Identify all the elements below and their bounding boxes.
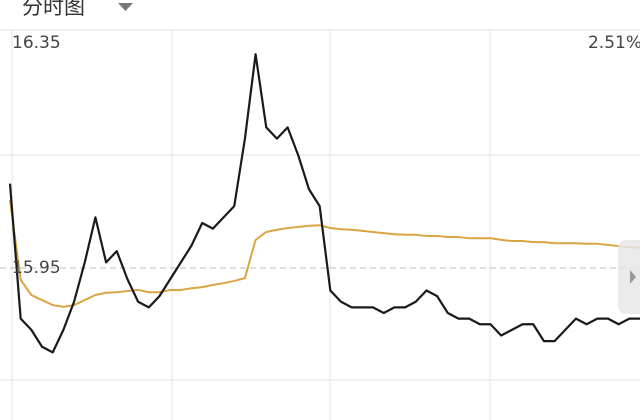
price-line bbox=[9, 199, 640, 308]
y-tick-label: 15.95 bbox=[12, 258, 61, 278]
y-tick-label: 16.35 bbox=[12, 33, 61, 53]
side-tab-arrow bbox=[630, 270, 636, 284]
chart-title: 分时图 bbox=[22, 0, 85, 19]
plot bbox=[0, 53, 640, 354]
price-line bbox=[8, 53, 640, 354]
y2-tick-label: 2.51% bbox=[588, 33, 640, 53]
side-tab[interactable] bbox=[618, 240, 640, 314]
dropdown-arrow[interactable] bbox=[118, 3, 133, 11]
